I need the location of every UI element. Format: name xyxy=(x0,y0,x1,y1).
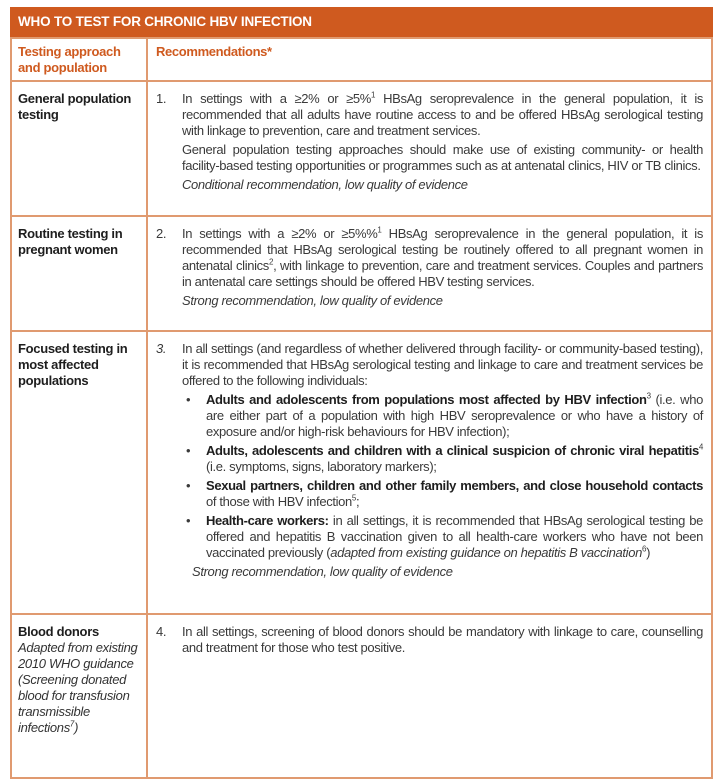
recommendation-2: 2. In settings with a ≥2% or ≥5%%1 HBsAg… xyxy=(156,226,703,312)
bullet-icon: • xyxy=(186,443,191,458)
population-note: Adapted from existing 2010 WHO guidance … xyxy=(18,640,138,735)
bullet-icon: • xyxy=(186,392,191,407)
recommendation-text: In settings with a ≥2% or ≥5%% xyxy=(182,226,378,241)
recommendation-text: In all settings, screening of blood dono… xyxy=(182,624,703,655)
footnote-ref: 1 xyxy=(377,225,382,235)
recommendation-note: General population testing approaches sh… xyxy=(182,142,703,173)
list-item: • Adults and adolescents from populations… xyxy=(182,392,703,440)
table-row: General population testing 1. In setting… xyxy=(12,80,711,215)
recommendation-text: HBsAg seroprevalence in the general popu… xyxy=(182,226,703,273)
recommendation-1: 1. In settings with a ≥2% or ≥5%1 HBsAg … xyxy=(156,91,703,196)
recommendation-text: In all settings (and regardless of wheth… xyxy=(182,341,703,388)
population-label: Focused testing in most affected populat… xyxy=(12,332,148,613)
list-item: • Adults, adolescents and children with a… xyxy=(182,443,703,475)
table-row: Blood donors Adapted from existing 2010 … xyxy=(12,613,711,777)
population-label: General population testing xyxy=(12,82,148,215)
recommendation-4: 4. In all settings, screening of blood d… xyxy=(156,624,703,659)
evidence-grade: Strong recommendation, low quality of ev… xyxy=(192,564,453,579)
recommendation-number: 3. xyxy=(156,341,167,356)
column-header-population: Testing approach and population xyxy=(12,39,148,80)
target-groups-list: • Adults and adolescents from populations… xyxy=(182,392,703,561)
recommendation-text: HBsAg seroprevalence in the general popu… xyxy=(182,91,704,138)
recommendation-number: 1. xyxy=(156,91,167,106)
recommendation-number: 4. xyxy=(156,624,167,639)
recommendation-number: 2. xyxy=(156,226,167,241)
recommendation-text: , with linkage to prevention, care and t… xyxy=(182,258,703,289)
evidence-grade: Strong recommendation, low quality of ev… xyxy=(182,293,443,308)
list-item: • Health-care workers: in all settings, i… xyxy=(182,513,703,561)
bullet-icon: • xyxy=(186,478,191,493)
population-label: Routine testing in pregnant women xyxy=(12,217,148,330)
table-row: Focused testing in most affected populat… xyxy=(12,330,711,613)
population-label: Blood donors xyxy=(18,624,99,639)
footnote-ref: 1 xyxy=(371,90,376,100)
evidence-grade: Conditional recommendation, low quality … xyxy=(182,177,468,192)
bullet-icon: • xyxy=(186,513,191,528)
column-header-recommendations: Recommendations* xyxy=(156,44,272,59)
hbv-testing-table: WHO TO TEST FOR CHRONIC HBV INFECTION Te… xyxy=(10,7,713,779)
recommendation-3: 3. In all settings (and regardless of wh… xyxy=(156,341,703,583)
table-title: WHO TO TEST FOR CHRONIC HBV INFECTION xyxy=(10,7,713,37)
footnote-ref: 2 xyxy=(268,257,274,267)
table-header-row: Testing approach and population Recommen… xyxy=(12,37,711,80)
table-row: Routine testing in pregnant women 2. In … xyxy=(12,215,711,330)
list-item: • Sexual partners, children and other fam… xyxy=(182,478,703,510)
recommendation-text: In settings with a ≥2% or ≥5% xyxy=(182,91,372,106)
